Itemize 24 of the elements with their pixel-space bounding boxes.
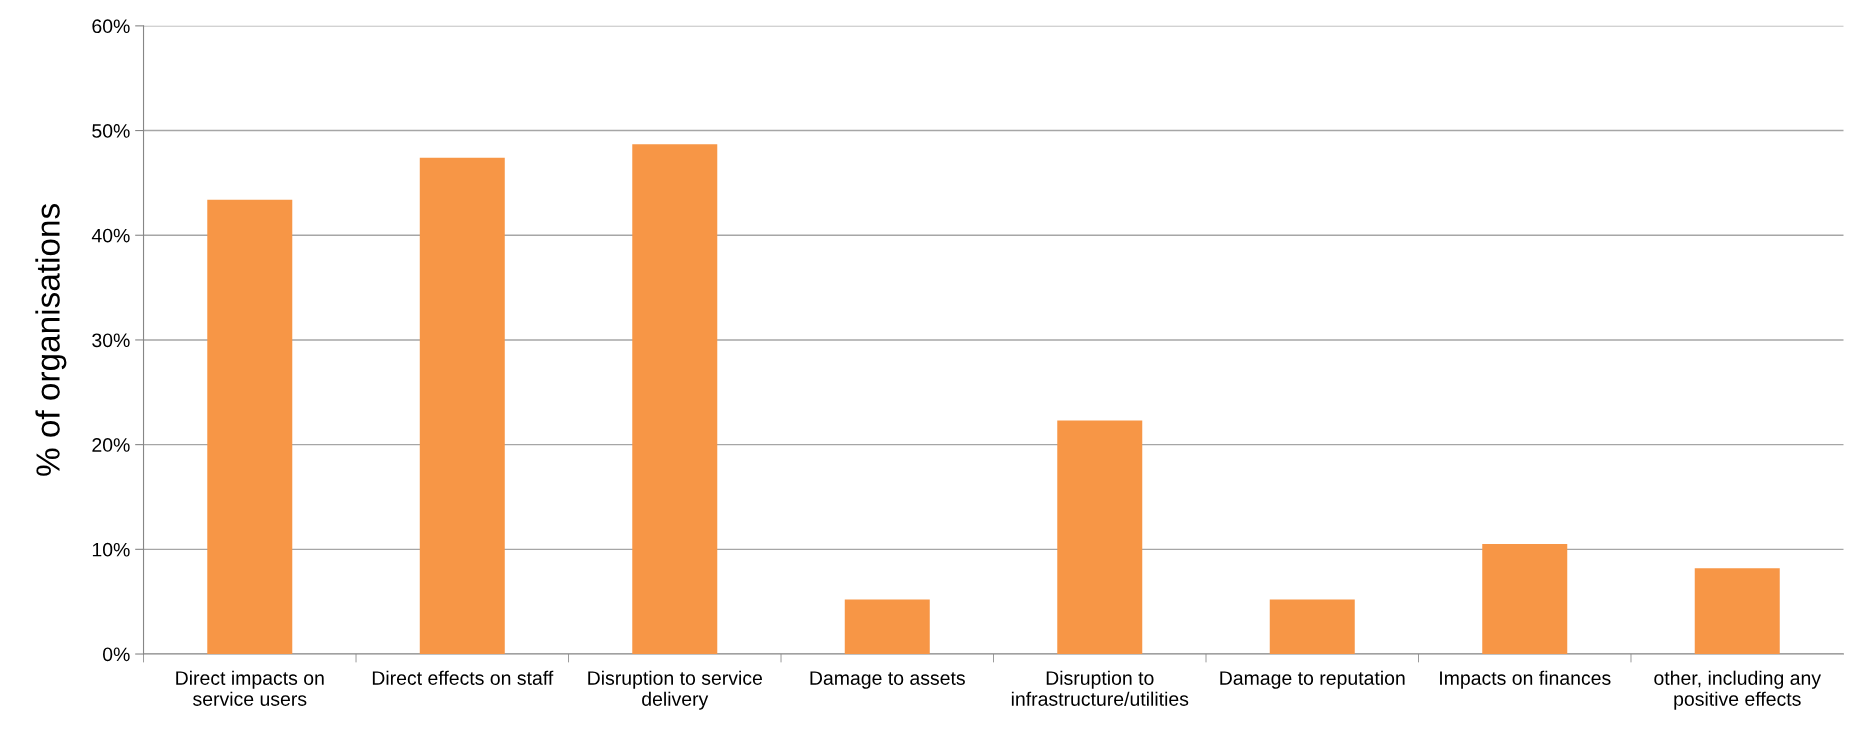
x-tick-label: other, including any positive effects (1654, 670, 1821, 710)
x-tick-label: Damage to reputation (1220, 670, 1405, 689)
bar (419, 157, 505, 655)
x-tick-label: Disruption to infrastructure/utilities (1011, 670, 1189, 706)
y-tick-label: 40% (91, 228, 130, 243)
x-tick-label: Disruption to service delivery (588, 670, 762, 710)
y-tick-label: 0% (102, 647, 130, 662)
x-tick-label: Direct impacts on service users (176, 670, 324, 706)
x-tick-label: Direct effects on staff (372, 670, 554, 685)
y-tick-label: 10% (92, 542, 130, 557)
y-tick-label: 60% (92, 19, 130, 34)
bar (207, 199, 293, 655)
y-tick-label: 50% (92, 124, 130, 138)
bar (1269, 599, 1355, 655)
bar (1482, 544, 1568, 655)
bar (632, 144, 718, 655)
x-tick-label: Impacts on finances (1440, 670, 1611, 689)
x-tick-label: Damage to assets (810, 671, 965, 689)
y-axis-title: % of organisations (35, 204, 67, 476)
y-tick-label: 20% (92, 438, 130, 452)
bar (1694, 568, 1780, 655)
bar (844, 599, 930, 655)
bar (1057, 420, 1143, 655)
y-tick-label: 30% (92, 333, 130, 348)
